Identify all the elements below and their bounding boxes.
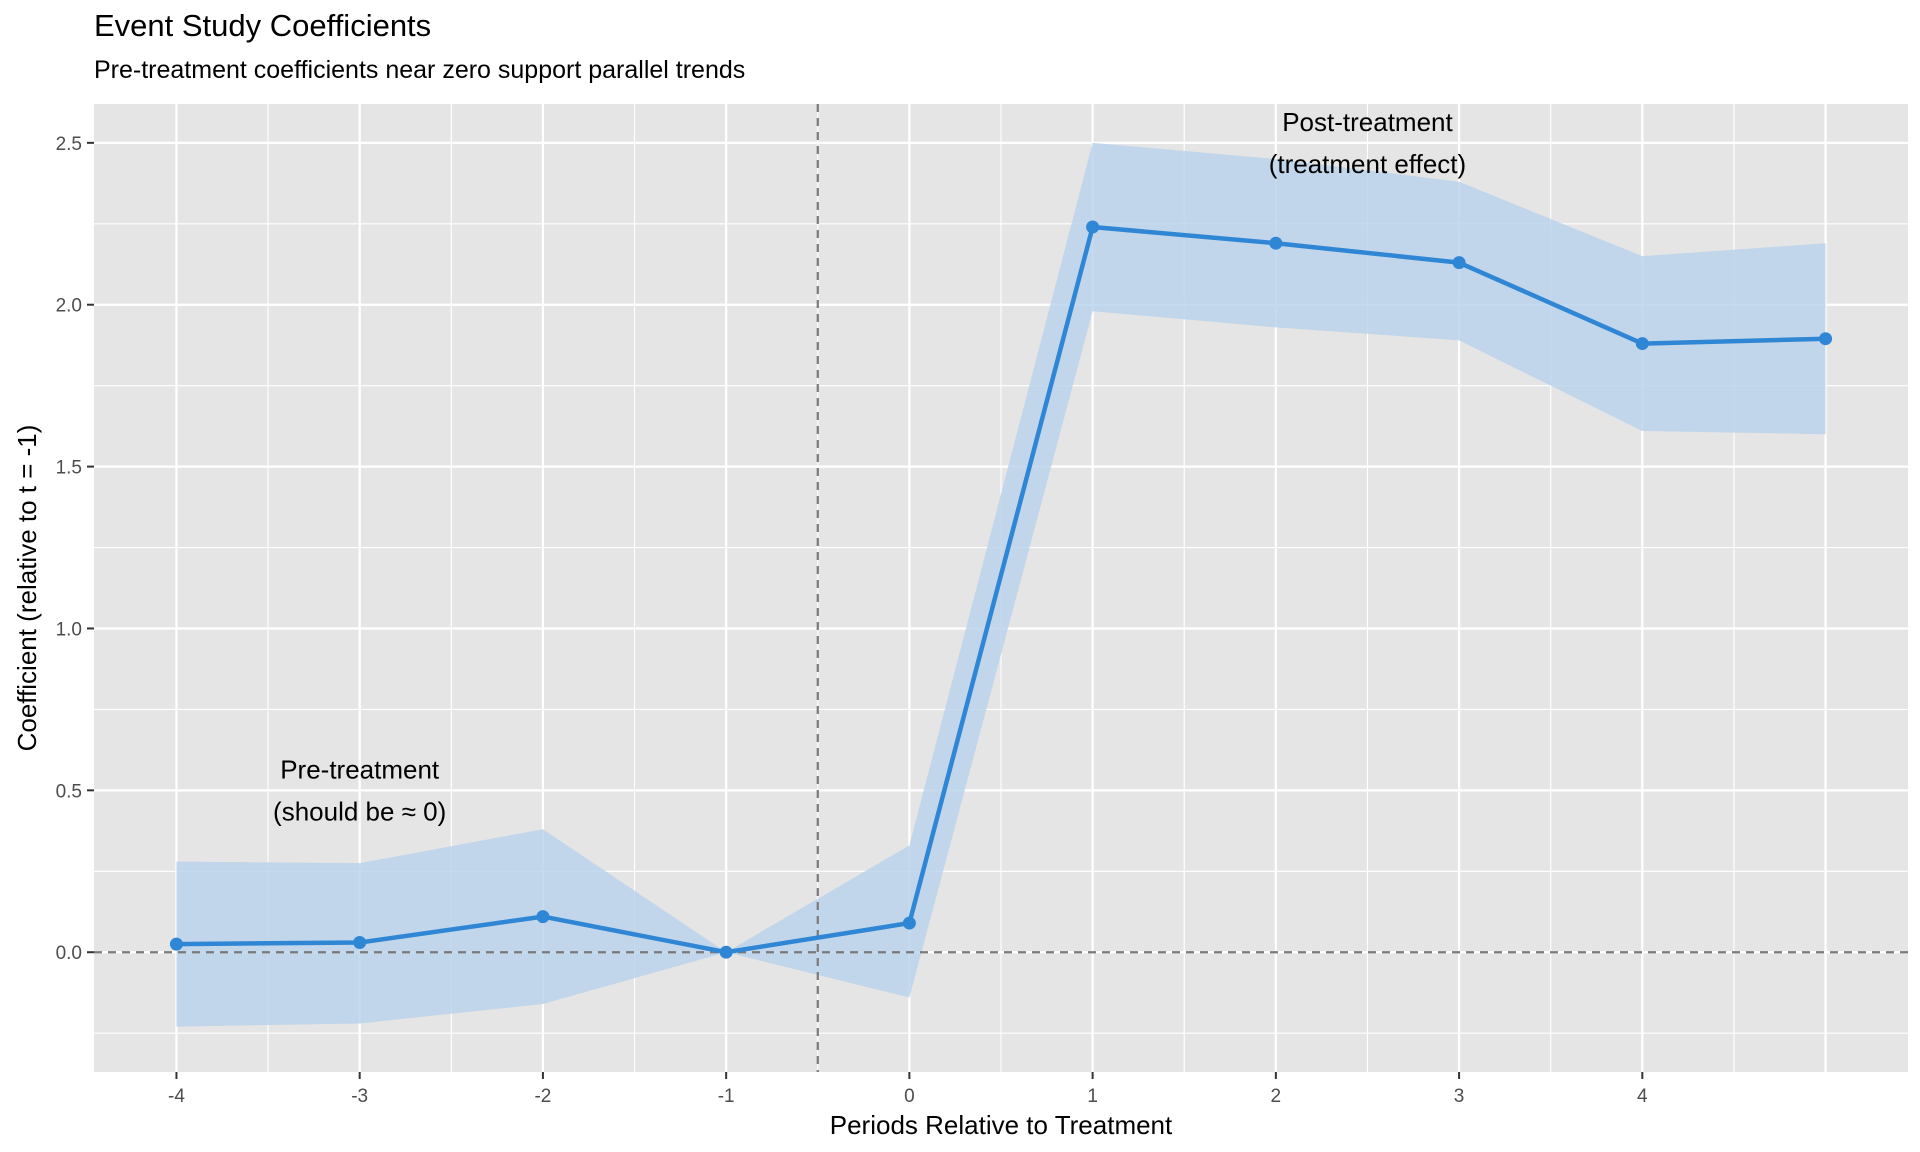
y-tick-label: 1.0 bbox=[56, 619, 82, 640]
data-point bbox=[1635, 337, 1649, 351]
x-tick-label: -3 bbox=[351, 1086, 368, 1107]
y-tick-label: 0.5 bbox=[56, 781, 82, 802]
annotation-text: (should be ≈ 0) bbox=[273, 796, 446, 826]
y-tick-label: 2.5 bbox=[56, 134, 82, 155]
x-tick-label: 4 bbox=[1637, 1086, 1648, 1107]
data-point bbox=[353, 936, 367, 950]
data-point bbox=[536, 910, 550, 924]
chart-title: Event Study Coefficients bbox=[94, 8, 432, 43]
y-axis-label: Coefficient (relative to t = -1) bbox=[12, 425, 42, 752]
annotation-text: Post-treatment bbox=[1282, 107, 1453, 137]
y-axis-ticks: 0.0 0.5 1.0 1.5 2.0 2.5 bbox=[56, 134, 94, 964]
x-tick-label: 1 bbox=[1087, 1086, 1098, 1107]
x-tick-label: 3 bbox=[1454, 1086, 1465, 1107]
data-point bbox=[1086, 220, 1100, 234]
chart-subtitle: Pre-treatment coefficients near zero sup… bbox=[94, 56, 746, 84]
data-point bbox=[1269, 236, 1283, 250]
x-tick-label: 0 bbox=[904, 1086, 915, 1107]
confidence-band bbox=[176, 142, 1826, 1027]
annotations: Pre-treatment (should be ≈ 0) Post-treatme… bbox=[273, 107, 1466, 826]
x-tick-label: -2 bbox=[534, 1086, 551, 1107]
data-point bbox=[1452, 256, 1466, 270]
annotation-text: (treatment effect) bbox=[1269, 149, 1467, 179]
x-tick-label: -4 bbox=[168, 1086, 185, 1107]
coefficient-line bbox=[176, 224, 1826, 955]
x-axis-ticks: -4 -3 -2 -1 0 1 2 3 4 bbox=[168, 1072, 1648, 1107]
y-tick-label: 1.5 bbox=[56, 458, 82, 479]
data-point bbox=[169, 937, 183, 951]
annotation-text: Pre-treatment bbox=[280, 754, 440, 784]
x-tick-label: -1 bbox=[718, 1086, 735, 1107]
y-tick-label: 2.0 bbox=[56, 296, 82, 317]
y-tick-label: 0.0 bbox=[56, 943, 82, 964]
data-point bbox=[1819, 332, 1833, 346]
data-point bbox=[902, 916, 916, 930]
x-tick-label: 2 bbox=[1271, 1086, 1282, 1107]
x-axis-label: Periods Relative to Treatment bbox=[830, 1110, 1173, 1140]
coefficient-points bbox=[169, 220, 1833, 959]
data-point bbox=[719, 945, 733, 959]
